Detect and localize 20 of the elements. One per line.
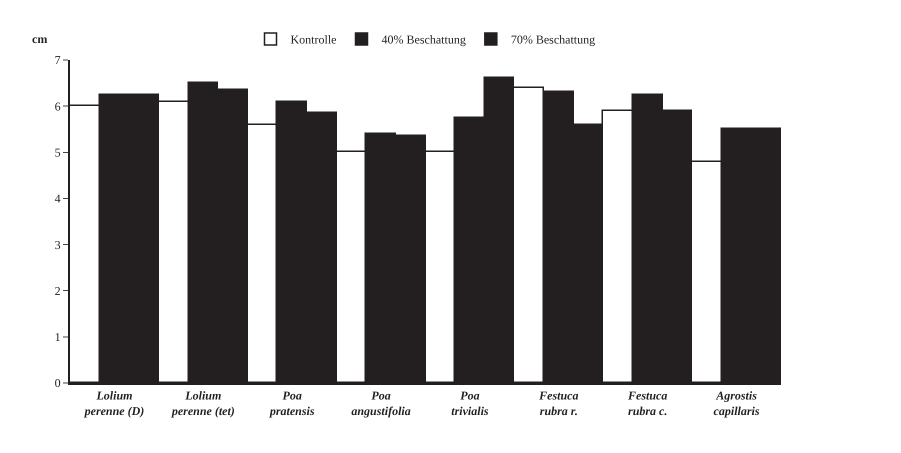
x-tick-label: Poa trivialis — [451, 388, 489, 418]
y-tick-label: 0 — [54, 376, 61, 390]
x-tick-label: Lolium perenne (tet) — [170, 388, 235, 418]
y-tick-label: 5 — [54, 145, 61, 160]
x-tick-label: Festuca rubra c. — [627, 388, 668, 418]
x-tick-label: Festuca rubra r. — [538, 388, 578, 418]
x-tick-label: Agrostis capillaris — [714, 388, 760, 418]
y-tick-label: 2 — [54, 284, 61, 298]
legend-label: 40% Beschattung — [382, 32, 466, 47]
y-tick-label: 1 — [54, 330, 61, 344]
y-tick-label: 7 — [54, 53, 61, 68]
y-tick-label: 3 — [54, 238, 61, 252]
x-tick-label: Lolium perenne (D) — [84, 388, 144, 418]
x-tick-label: Poa pratensis — [268, 388, 315, 418]
y-axis-title: cm — [32, 32, 48, 46]
legend-label: 70% Beschattung — [510, 32, 596, 47]
x-tick-label: Poa angustifolia — [351, 388, 411, 418]
legend-label: Kontrolle — [290, 32, 336, 47]
y-tick-label: 4 — [54, 192, 61, 206]
y-tick-label: 6 — [54, 99, 61, 114]
